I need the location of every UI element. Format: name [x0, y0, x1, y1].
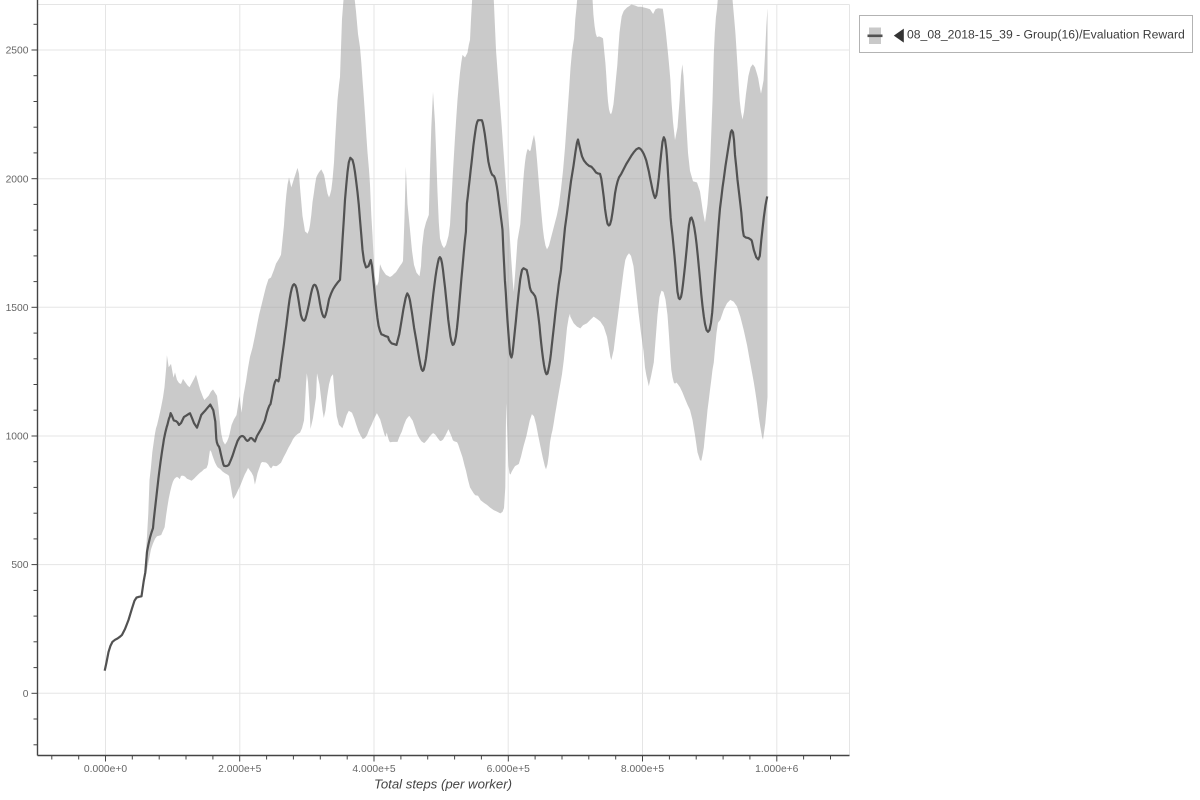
- svg-text:2500: 2500: [6, 46, 29, 57]
- svg-text:08_08_2018-15_39 - Group(16)/E: 08_08_2018-15_39 - Group(16)/Evaluation …: [907, 27, 1185, 41]
- svg-text:1500: 1500: [6, 303, 29, 314]
- svg-text:0: 0: [23, 689, 29, 700]
- svg-text:Total steps (per worker): Total steps (per worker): [374, 777, 512, 792]
- svg-text:2000: 2000: [6, 174, 29, 185]
- svg-text:1.000e+6: 1.000e+6: [755, 764, 799, 775]
- svg-text:1000: 1000: [6, 432, 29, 443]
- svg-text:4.000e+5: 4.000e+5: [352, 764, 396, 775]
- svg-text:0.000e+0: 0.000e+0: [84, 764, 128, 775]
- svg-text:500: 500: [11, 560, 28, 571]
- svg-text:8.000e+5: 8.000e+5: [621, 764, 665, 775]
- svg-text:6.000e+5: 6.000e+5: [487, 764, 531, 775]
- svg-text:2.000e+5: 2.000e+5: [218, 764, 262, 775]
